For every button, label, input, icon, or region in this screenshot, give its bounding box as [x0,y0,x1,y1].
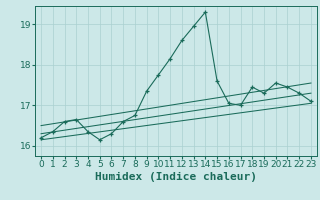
X-axis label: Humidex (Indice chaleur): Humidex (Indice chaleur) [95,172,257,182]
